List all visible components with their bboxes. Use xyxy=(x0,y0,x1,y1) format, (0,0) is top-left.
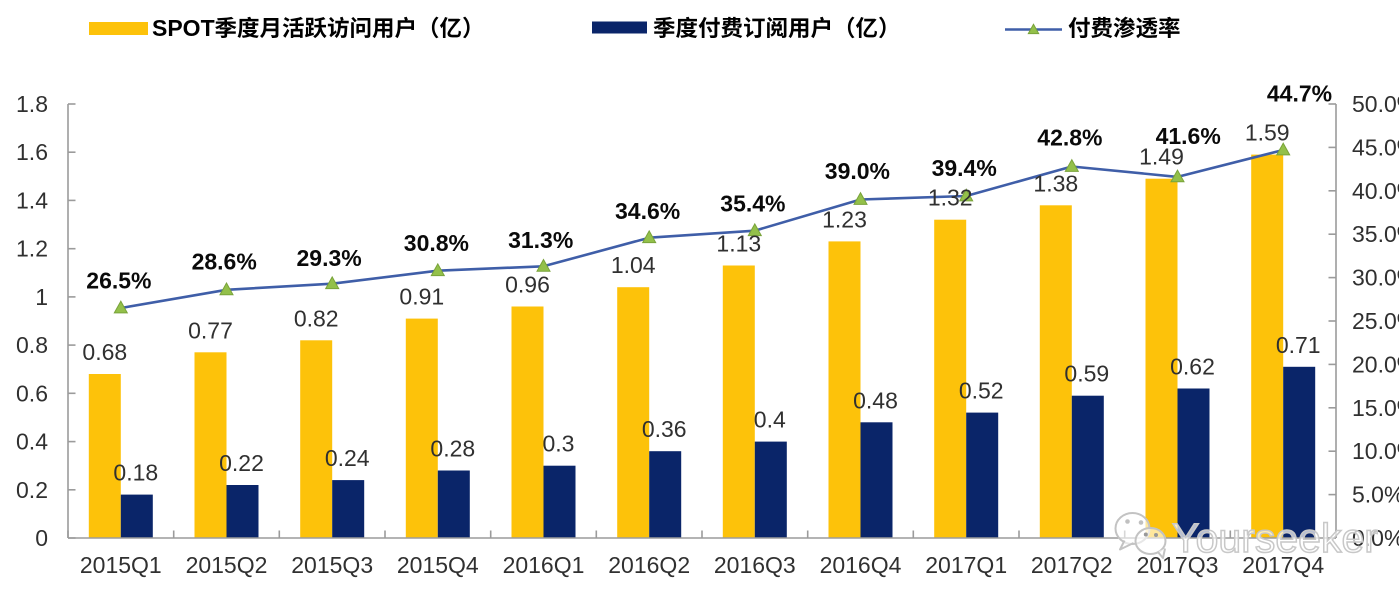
svg-text:30.8%: 30.8% xyxy=(404,230,469,256)
svg-text:2015Q3: 2015Q3 xyxy=(291,552,373,578)
svg-text:0.52: 0.52 xyxy=(959,378,1004,404)
svg-text:2017Q3: 2017Q3 xyxy=(1137,552,1219,578)
svg-text:30.0%: 30.0% xyxy=(1352,265,1399,291)
svg-text:29.3%: 29.3% xyxy=(296,245,361,271)
svg-text:35.4%: 35.4% xyxy=(720,190,785,216)
svg-text:20.0%: 20.0% xyxy=(1352,351,1399,377)
svg-text:Yourseeker: Yourseeker xyxy=(1172,515,1378,561)
svg-text:2017Q1: 2017Q1 xyxy=(925,552,1007,578)
svg-text:2016Q4: 2016Q4 xyxy=(820,552,902,578)
svg-text:50.0%: 50.0% xyxy=(1352,91,1399,117)
svg-text:0.28: 0.28 xyxy=(430,436,475,462)
svg-text:2016Q2: 2016Q2 xyxy=(608,552,690,578)
svg-text:0.59: 0.59 xyxy=(1064,361,1109,387)
svg-text:0.82: 0.82 xyxy=(294,305,339,331)
svg-text:0.0%: 0.0% xyxy=(1352,525,1399,551)
svg-text:0.6: 0.6 xyxy=(16,380,48,406)
svg-text:1.59: 1.59 xyxy=(1245,120,1290,146)
svg-text:31.3%: 31.3% xyxy=(508,227,573,253)
svg-text:0.4: 0.4 xyxy=(16,429,48,455)
svg-text:2015Q1: 2015Q1 xyxy=(80,552,162,578)
svg-text:1.49: 1.49 xyxy=(1139,144,1184,170)
svg-text:0.62: 0.62 xyxy=(1170,354,1215,380)
svg-text:39.0%: 39.0% xyxy=(825,158,890,184)
svg-text:0.3: 0.3 xyxy=(543,431,575,457)
svg-text:2016Q3: 2016Q3 xyxy=(714,552,796,578)
svg-text:0.36: 0.36 xyxy=(642,416,687,442)
svg-text:1.38: 1.38 xyxy=(1033,170,1078,196)
svg-text:15.0%: 15.0% xyxy=(1352,395,1399,421)
svg-text:2015Q2: 2015Q2 xyxy=(186,552,268,578)
svg-text:28.6%: 28.6% xyxy=(192,248,257,274)
svg-text:2017Q2: 2017Q2 xyxy=(1031,552,1113,578)
svg-text:39.4%: 39.4% xyxy=(932,155,997,181)
svg-text:2015Q4: 2015Q4 xyxy=(397,552,479,578)
svg-text:0.8: 0.8 xyxy=(16,332,48,358)
svg-text:1.32: 1.32 xyxy=(928,185,973,211)
svg-text:0.2: 0.2 xyxy=(16,477,48,503)
svg-text:1.13: 1.13 xyxy=(716,231,761,257)
svg-text:0.68: 0.68 xyxy=(82,339,127,365)
svg-text:44.7%: 44.7% xyxy=(1267,80,1332,106)
svg-text:0.96: 0.96 xyxy=(505,272,550,298)
svg-text:1: 1 xyxy=(35,284,48,310)
svg-text:1.2: 1.2 xyxy=(16,236,48,262)
svg-text:1.04: 1.04 xyxy=(611,252,656,278)
svg-text:34.6%: 34.6% xyxy=(615,198,680,224)
svg-text:35.0%: 35.0% xyxy=(1352,221,1399,247)
svg-text:2016Q1: 2016Q1 xyxy=(503,552,585,578)
svg-text:42.8%: 42.8% xyxy=(1037,125,1102,151)
svg-text:45.0%: 45.0% xyxy=(1352,134,1399,160)
svg-text:1.4: 1.4 xyxy=(16,187,48,213)
svg-text:2017Q4: 2017Q4 xyxy=(1242,552,1324,578)
svg-text:SPOT: SPOT xyxy=(152,15,215,41)
svg-text:10.0%: 10.0% xyxy=(1352,438,1399,464)
svg-text:0.71: 0.71 xyxy=(1276,332,1321,358)
svg-text:1.8: 1.8 xyxy=(16,91,48,117)
svg-text:0: 0 xyxy=(35,525,48,551)
svg-text:0.91: 0.91 xyxy=(399,284,444,310)
svg-text:5.0%: 5.0% xyxy=(1352,482,1399,508)
svg-text:0.4: 0.4 xyxy=(754,407,786,433)
svg-text:1.6: 1.6 xyxy=(16,139,48,165)
svg-text:25.0%: 25.0% xyxy=(1352,308,1399,334)
svg-text:41.6%: 41.6% xyxy=(1156,123,1221,149)
svg-text:26.5%: 26.5% xyxy=(86,267,151,293)
svg-text:0.48: 0.48 xyxy=(853,387,898,413)
svg-text:0.18: 0.18 xyxy=(113,460,158,486)
svg-text:40.0%: 40.0% xyxy=(1352,178,1399,204)
svg-text:1.23: 1.23 xyxy=(822,206,867,232)
svg-text:0.22: 0.22 xyxy=(219,450,264,476)
svg-text:0.77: 0.77 xyxy=(188,317,233,343)
svg-text:0.24: 0.24 xyxy=(325,445,370,471)
